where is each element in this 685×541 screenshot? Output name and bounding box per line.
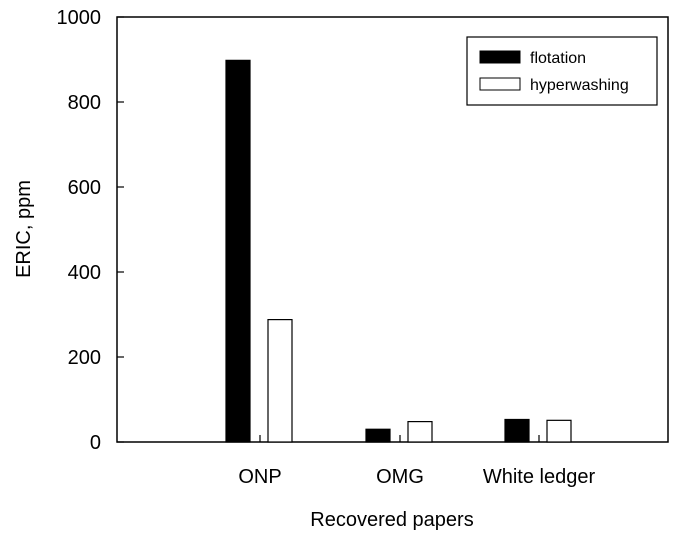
bars-group	[225, 59, 572, 443]
y-tick-label: 400	[68, 262, 101, 284]
legend-swatch-hyperwashing	[479, 77, 521, 91]
bar-flotation-omg	[365, 428, 391, 443]
bar-hyperwashing-onp	[267, 319, 293, 443]
bar-flotation-white-ledger	[504, 418, 530, 443]
y-tick-label: 200	[68, 347, 101, 369]
x-tick-label: OMG	[376, 466, 424, 488]
x-axis: ONP OMG White ledger	[238, 435, 595, 488]
plot-area-frame	[116, 16, 669, 443]
y-axis-title: ERIC, ppm	[13, 180, 35, 278]
x-tick-label: ONP	[238, 466, 281, 488]
y-tick-label: 600	[68, 177, 101, 199]
x-tick-label: White ledger	[483, 466, 596, 488]
bar-flotation-onp	[225, 59, 251, 443]
bar-hyperwashing-white-ledger	[546, 419, 572, 443]
x-axis-title: Recovered papers	[310, 509, 473, 531]
y-tick-label: 0	[90, 432, 101, 454]
legend-label-flotation: flotation	[530, 50, 586, 67]
y-tick-label: 800	[68, 92, 101, 114]
legend-frame	[466, 36, 658, 106]
bar-hyperwashing-omg	[407, 421, 433, 443]
legend-swatch-flotation	[479, 50, 521, 64]
y-tick-label: 1000	[57, 7, 102, 29]
legend: flotation hyperwashing	[466, 36, 658, 106]
legend-label-hyperwashing: hyperwashing	[530, 77, 629, 94]
y-axis: 0 200 400 600 800 1000	[57, 7, 124, 454]
